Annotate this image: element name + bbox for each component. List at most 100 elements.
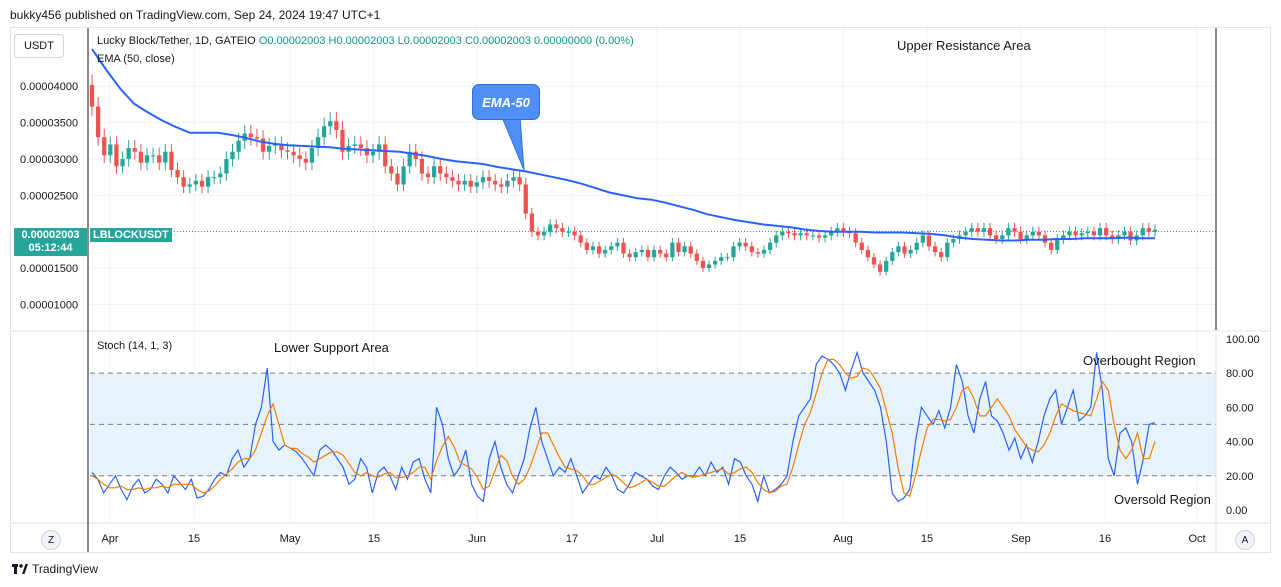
candle	[676, 242, 681, 253]
candle	[358, 144, 363, 149]
candle	[236, 140, 241, 152]
candle	[419, 158, 425, 174]
symbol-label: Lucky Block/Tether, 1D, GATEIO	[97, 35, 256, 47]
candle	[804, 233, 809, 236]
candle	[725, 257, 730, 259]
price-tag-main: 0.00002003 05:12:44	[14, 228, 87, 256]
stoch-d-line	[91, 358, 1156, 498]
candle	[468, 180, 473, 187]
candle	[994, 235, 999, 240]
candle	[1097, 228, 1103, 236]
candle	[334, 121, 339, 130]
candle	[376, 144, 382, 152]
candle	[224, 158, 229, 174]
overbought-label: Overbought Region	[1083, 353, 1196, 368]
candle	[871, 257, 877, 265]
time-tick-label: Oct	[1188, 533, 1205, 545]
candle	[1079, 233, 1084, 236]
time-tick-label: May	[280, 533, 301, 545]
candle	[865, 249, 871, 258]
candle	[1110, 235, 1115, 240]
bar-countdown: 05:12:44	[28, 242, 73, 254]
time-tick-label: Sep	[1011, 533, 1031, 545]
candle	[535, 231, 541, 236]
symbol-tag: LBLOCKUSDT	[90, 228, 172, 242]
candle	[615, 242, 620, 247]
candle	[651, 249, 657, 258]
candle	[1091, 231, 1097, 236]
price-tick-label: 0.00001500	[20, 263, 78, 275]
candle	[786, 231, 791, 234]
candle	[755, 252, 761, 254]
oversold-label: Oversold Region	[1114, 492, 1211, 507]
candle	[969, 228, 974, 232]
candle	[584, 242, 589, 250]
candle	[596, 246, 602, 254]
candle	[260, 138, 266, 152]
price-tick-label: 0.00002500	[20, 190, 78, 202]
candle	[340, 129, 345, 152]
candle	[120, 158, 125, 167]
candle	[401, 166, 406, 185]
candle	[157, 155, 162, 163]
candle	[297, 155, 302, 159]
candle	[609, 246, 614, 250]
candle	[896, 246, 901, 253]
stoch-tick-label: 0.00	[1226, 505, 1247, 517]
candle	[175, 169, 180, 178]
candle	[291, 151, 296, 156]
candle	[395, 173, 400, 185]
candle	[908, 249, 913, 254]
publish-header: bukky456 published on TradingView.com, S…	[10, 8, 381, 22]
candle	[529, 213, 535, 232]
candle	[688, 246, 693, 254]
candle	[1103, 228, 1109, 236]
time-tick-label: 17	[566, 533, 578, 545]
candle	[218, 173, 223, 178]
candle	[505, 180, 510, 187]
time-tick-label: Jun	[468, 533, 486, 545]
candle	[114, 144, 119, 167]
ohlc-readout: O0.00002003 H0.00002003 L0.00002003 C0.0…	[258, 35, 634, 47]
candle	[737, 242, 742, 247]
axes-layer: 0.00001000 0.00001500 0.00002500 0.00003000…	[10, 28, 1271, 552]
stoch-band	[90, 372, 1216, 477]
candle	[1030, 231, 1035, 236]
candle	[749, 246, 754, 253]
candle	[89, 84, 95, 107]
candle	[1152, 229, 1158, 232]
candle	[1140, 228, 1145, 236]
candle	[1085, 231, 1090, 234]
candle	[774, 235, 779, 243]
main-legend: Lucky Block/Tether, 1D, GATEIO O0.000020…	[97, 35, 634, 47]
candle	[877, 264, 883, 272]
candle	[108, 144, 113, 156]
candle	[1146, 228, 1152, 232]
candle	[621, 242, 626, 254]
stoch-tick-label: 100.00	[1226, 334, 1260, 346]
currency-button[interactable]: USDT	[14, 34, 64, 58]
candle	[499, 184, 504, 187]
price-tick-label: 0.00003500	[20, 118, 78, 130]
candle	[859, 242, 864, 250]
zoom-button[interactable]: Z	[41, 530, 61, 550]
candle	[352, 144, 357, 146]
candle	[462, 180, 467, 185]
chart-frame	[10, 27, 1271, 553]
candle	[1018, 231, 1023, 240]
time-tick-label: 15	[368, 533, 380, 545]
candle	[761, 249, 767, 254]
candle	[322, 126, 327, 138]
candle	[431, 166, 437, 178]
candle	[163, 151, 168, 163]
candle	[1036, 231, 1042, 236]
candle	[480, 177, 486, 183]
candle	[633, 252, 638, 258]
candle	[658, 249, 663, 254]
auto-scale-button[interactable]: A	[1235, 530, 1255, 550]
price-tag: 0.00002003 05:12:44 LBLOCKUSDT	[14, 228, 172, 256]
candle	[645, 249, 651, 258]
candle	[486, 177, 492, 181]
candle	[438, 166, 443, 174]
